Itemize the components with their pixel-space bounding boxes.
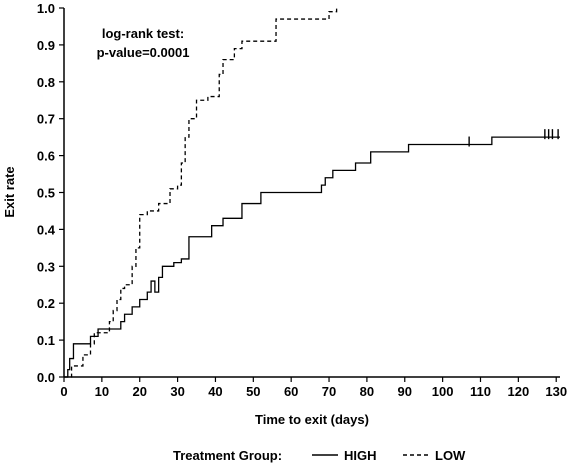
x-tick-label: 50 xyxy=(246,384,260,399)
x-tick-label: 130 xyxy=(545,384,567,399)
x-tick-label: 10 xyxy=(95,384,109,399)
logrank-annotation-line2: p-value=0.0001 xyxy=(97,45,190,60)
y-ticks: 0.0 0.1 0.2 0.3 0.4 0.5 0.6 0.7 0.8 0.9 1.0 xyxy=(37,1,64,385)
y-tick-label: 1.0 xyxy=(37,1,55,16)
x-tick-label: 120 xyxy=(507,384,529,399)
x-ticks: 0 10 20 30 40 50 60 70 80 90 100 110 120 130 xyxy=(60,377,567,399)
y-axis-title: Exit rate xyxy=(2,166,17,217)
y-tick-label: 0.1 xyxy=(37,333,55,348)
y-tick-label: 0.4 xyxy=(37,222,56,237)
x-tick-label: 30 xyxy=(170,384,184,399)
y-tick-label: 0.3 xyxy=(37,259,55,274)
y-tick-label: 0.7 xyxy=(37,112,55,127)
x-tick-label: 70 xyxy=(322,384,336,399)
series-high-line xyxy=(64,136,560,378)
series-low-line xyxy=(64,8,338,378)
x-tick-label: 110 xyxy=(470,384,491,399)
x-tick-label: 0 xyxy=(60,384,67,399)
legend-title: Treatment Group: xyxy=(173,448,282,463)
x-tick-label: 100 xyxy=(432,384,454,399)
legend: Treatment Group: HIGH LOW xyxy=(173,448,466,463)
y-tick-label: 0.8 xyxy=(37,75,55,90)
logrank-annotation-line1: log-rank test: xyxy=(102,26,184,41)
x-tick-label: 20 xyxy=(132,384,146,399)
legend-label-high: HIGH xyxy=(344,448,377,463)
y-tick-label: 0.2 xyxy=(37,296,55,311)
y-tick-label: 0.5 xyxy=(37,186,55,201)
x-tick-label: 40 xyxy=(208,384,222,399)
x-tick-label: 80 xyxy=(360,384,374,399)
legend-label-low: LOW xyxy=(435,448,466,463)
x-tick-label: 90 xyxy=(398,384,412,399)
y-tick-label: 0.6 xyxy=(37,149,55,164)
series-layer xyxy=(64,8,560,378)
x-tick-label: 60 xyxy=(284,384,298,399)
y-tick-label: 0.0 xyxy=(37,370,55,385)
y-tick-label: 0.9 xyxy=(37,38,55,53)
x-axis-title: Time to exit (days) xyxy=(255,412,369,427)
